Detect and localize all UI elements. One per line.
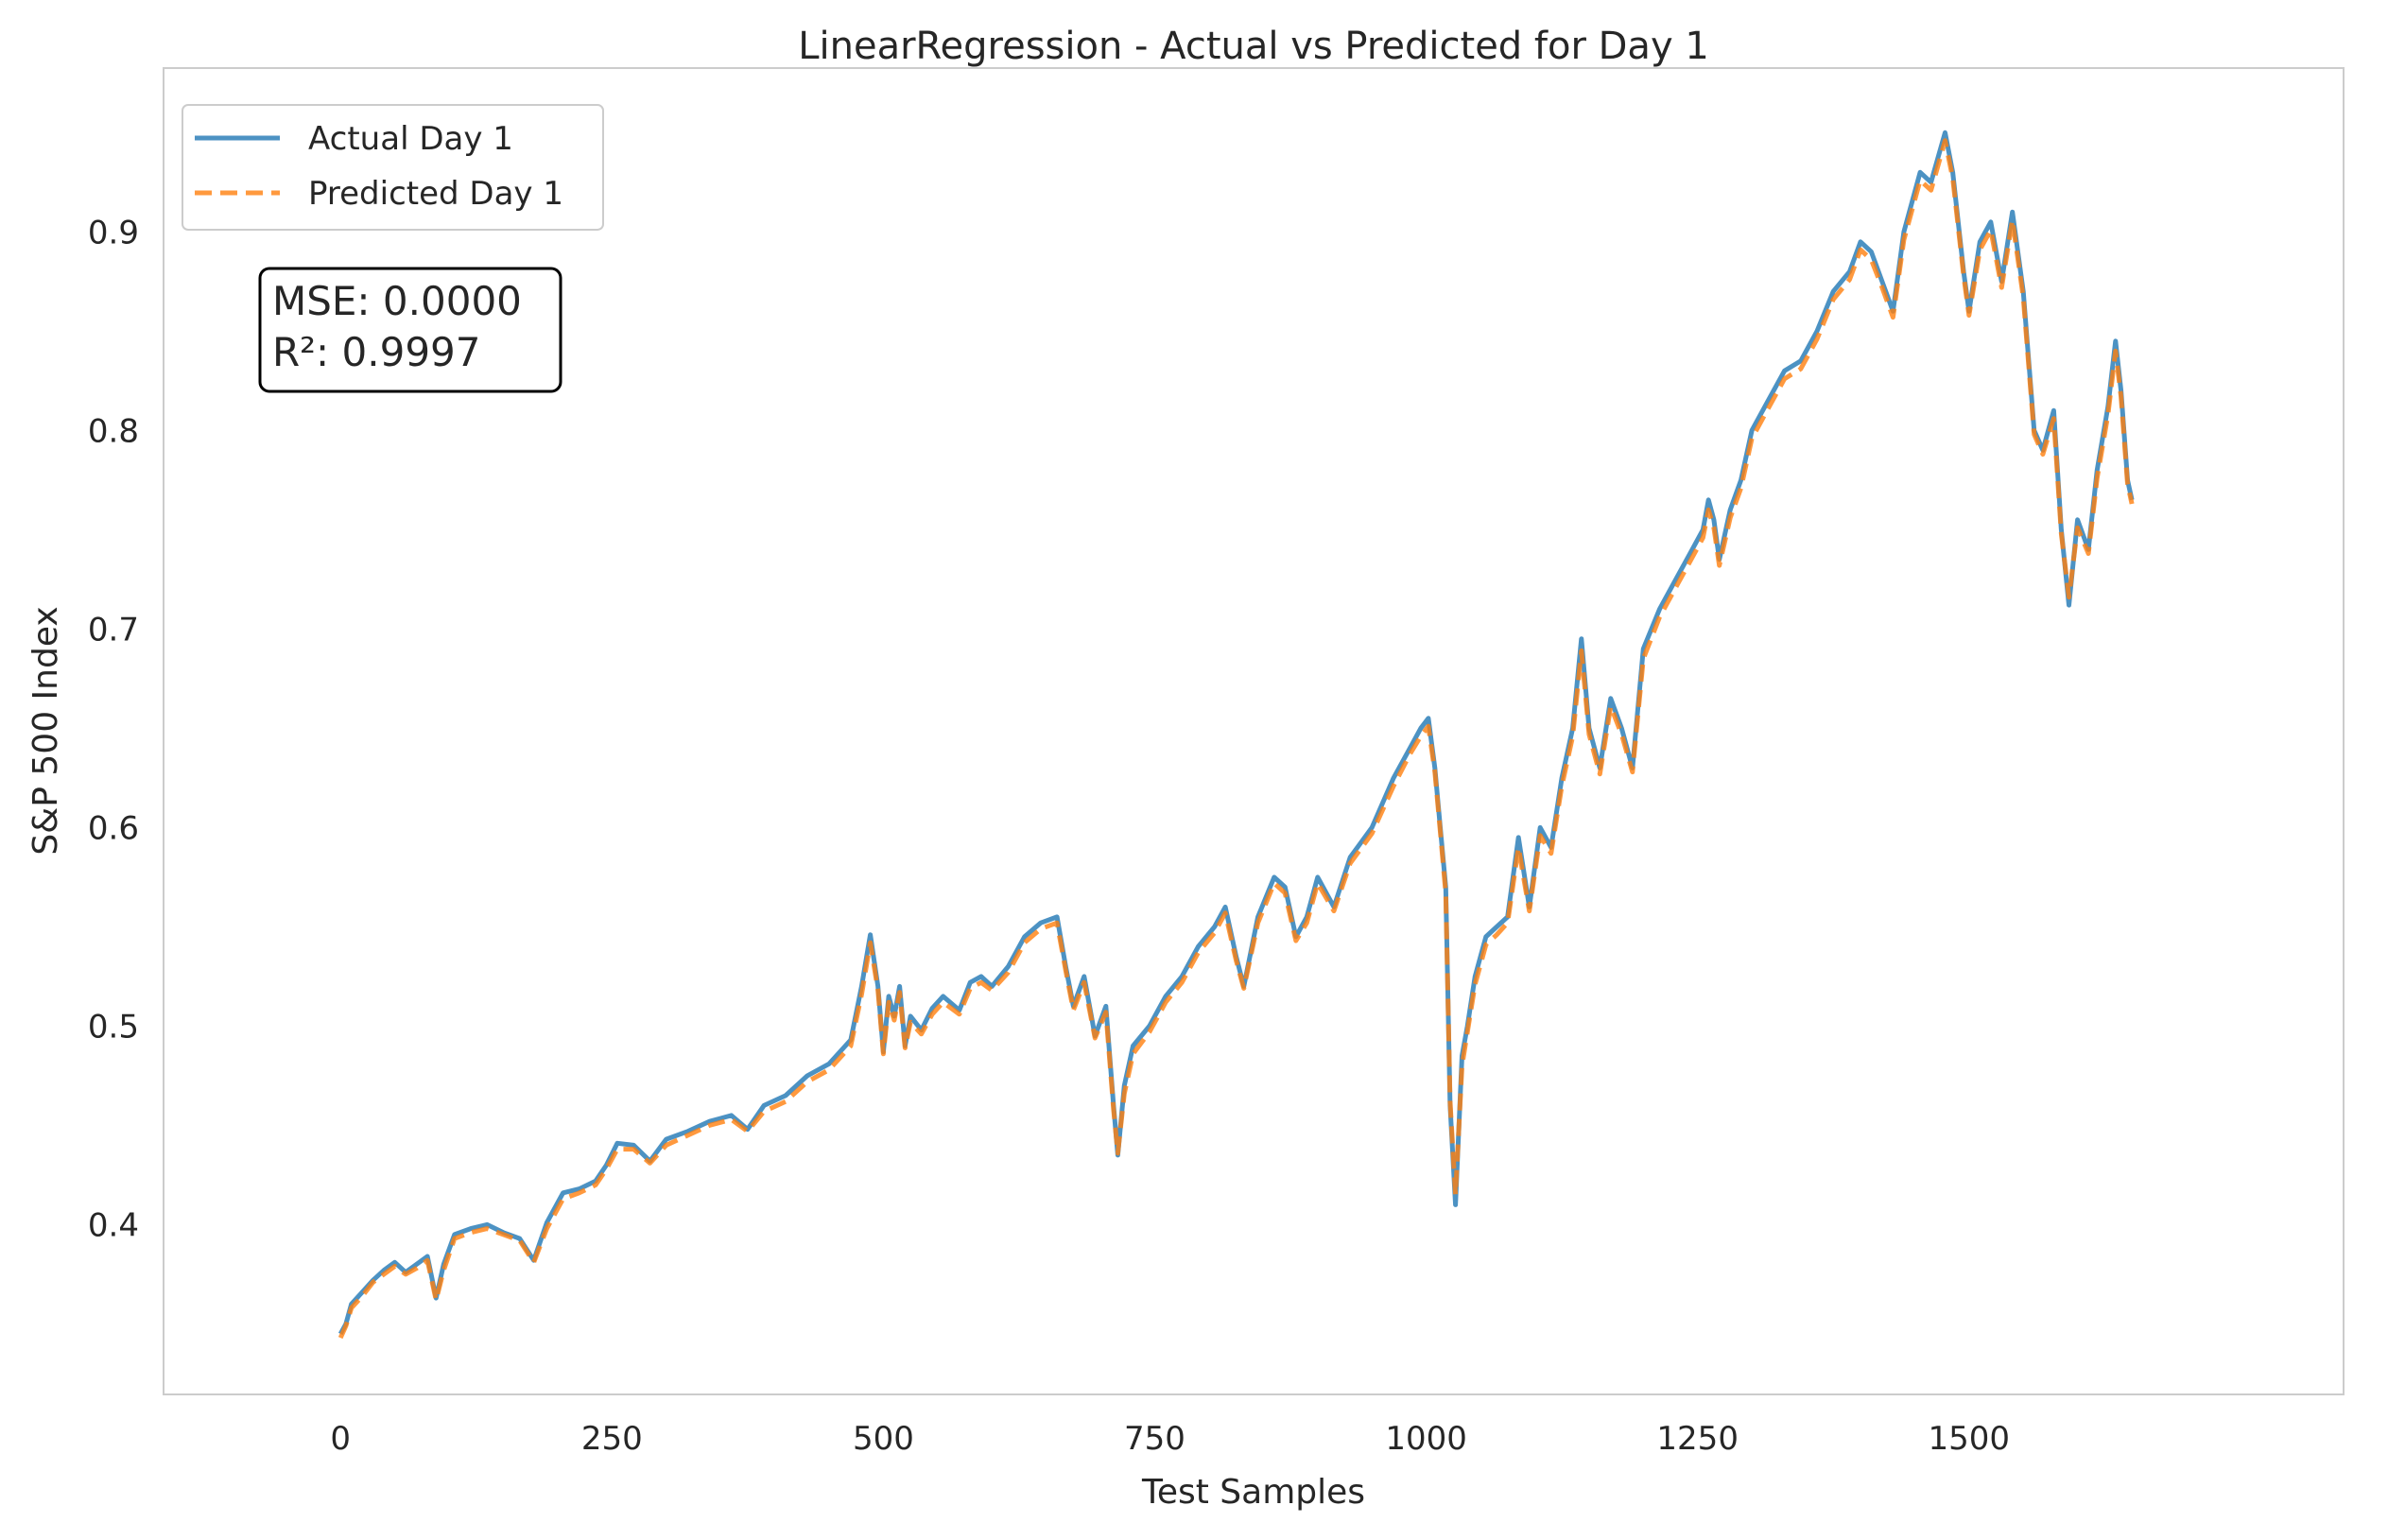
x-tick-labels: 0 250 500 750 1000 1250 1500 (330, 1420, 2010, 1458)
chart-title: LinearRegression - Actual vs Predicted f… (798, 25, 1709, 68)
legend-label-actual: Actual Day 1 (308, 120, 513, 158)
x-tick-label: 250 (581, 1420, 643, 1458)
plot-frame (163, 67, 2345, 1395)
legend: Actual Day 1 Predicted Day 1 (182, 104, 604, 231)
metrics-annotation: MSE: 0.0000 R²: 0.9997 (258, 267, 562, 393)
y-tick-labels: 0.4 0.5 0.6 0.7 0.8 0.9 (88, 214, 139, 1244)
y-tick-label: 0.9 (88, 214, 139, 251)
y-tick-label: 0.6 (88, 809, 139, 847)
r2-text: R²: 0.9997 (272, 329, 480, 375)
x-tick-label: 0 (330, 1420, 351, 1458)
x-tick-label: 1500 (1929, 1420, 2011, 1458)
x-tick-label: 1250 (1656, 1420, 1739, 1458)
mse-text: MSE: 0.0000 (272, 278, 522, 324)
y-tick-label: 0.8 (88, 412, 139, 450)
x-tick-label: 500 (853, 1420, 914, 1458)
legend-label-predicted: Predicted Day 1 (308, 175, 563, 213)
legend-box (182, 104, 604, 231)
x-tick-label: 1000 (1385, 1420, 1467, 1458)
x-axis-label: Test Samples (1141, 1473, 1365, 1512)
y-tick-label: 0.7 (88, 611, 139, 649)
series-predicted-line (337, 138, 2135, 1340)
x-tick-label: 750 (1124, 1420, 1185, 1458)
metrics-box (258, 267, 562, 393)
series-layer (337, 130, 2135, 1340)
y-tick-label: 0.4 (88, 1206, 139, 1244)
y-axis-label: S&P 500 Index (26, 606, 65, 855)
y-tick-label: 0.5 (88, 1008, 139, 1046)
